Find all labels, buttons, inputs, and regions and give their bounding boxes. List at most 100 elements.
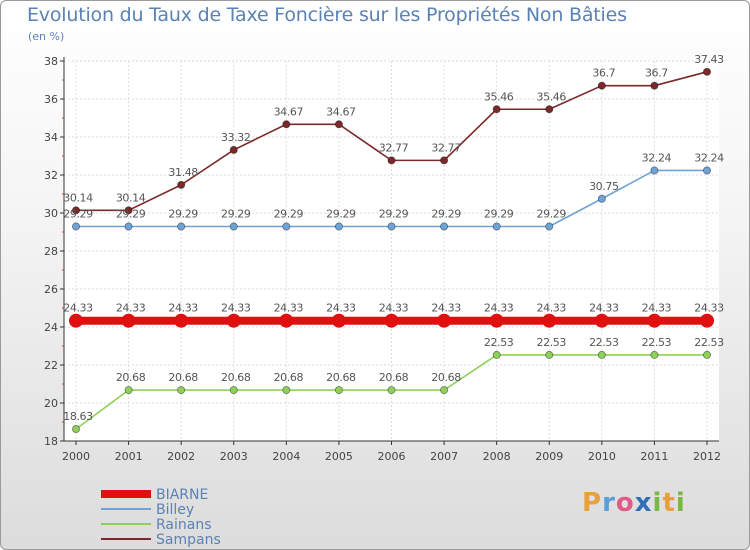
data-point (597, 194, 606, 203)
data-label: 24.33 (537, 302, 567, 315)
data-label: 24.33 (221, 302, 251, 315)
data-point (597, 350, 606, 359)
y-tick-label: 32 (44, 169, 58, 182)
y-tick-label: 22 (44, 359, 58, 372)
x-tick-label: 2000 (62, 450, 90, 463)
data-label: 29.29 (326, 207, 356, 220)
x-tick-label: 2001 (115, 450, 143, 463)
data-label: 22.53 (589, 336, 619, 349)
data-label: 29.29 (116, 207, 146, 220)
data-point (282, 120, 291, 129)
proxiti-logo: Proxiti (582, 488, 686, 518)
data-label: 24.33 (326, 302, 356, 315)
x-tick-label: 2004 (272, 450, 300, 463)
data-point (440, 222, 449, 231)
data-point (229, 222, 238, 231)
data-label: 32.24 (642, 151, 672, 164)
data-label: 24.33 (694, 302, 724, 315)
data-point (387, 386, 396, 395)
data-point (492, 105, 501, 114)
data-point (545, 350, 554, 359)
data-point (69, 313, 83, 328)
data-label: 34.67 (274, 105, 304, 118)
data-point (440, 386, 449, 395)
legend-label: Billey (156, 502, 194, 518)
data-label: 22.53 (642, 336, 672, 349)
x-tick-label: 2008 (483, 450, 511, 463)
data-point (334, 120, 343, 129)
data-point (334, 222, 343, 231)
data-point (177, 222, 186, 231)
data-point (440, 156, 449, 165)
y-tick-label: 18 (44, 435, 58, 448)
x-tick-label: 2011 (640, 450, 668, 463)
data-point (121, 313, 136, 328)
y-tick-label: 34 (44, 131, 58, 144)
logo-letter: i (652, 488, 663, 518)
y-tick-label: 30 (44, 207, 58, 220)
data-point (124, 222, 133, 231)
data-label: 20.68 (116, 371, 146, 384)
data-point (545, 105, 554, 114)
data-point (650, 350, 659, 359)
data-label: 29.29 (537, 207, 567, 220)
data-point (334, 386, 343, 395)
data-label: 30.75 (589, 180, 619, 193)
y-tick-label: 36 (44, 93, 58, 106)
data-label: 22.53 (484, 336, 514, 349)
x-tick-label: 2005 (325, 450, 353, 463)
data-point (177, 386, 186, 395)
x-tick-label: 2006 (378, 450, 406, 463)
data-label: 34.67 (326, 105, 356, 118)
data-point (124, 206, 133, 215)
data-point (545, 222, 554, 231)
data-label: 33.32 (221, 131, 251, 144)
data-point (492, 350, 501, 359)
data-label: 24.33 (116, 302, 146, 315)
data-point (72, 222, 81, 231)
y-tick-label: 28 (44, 245, 58, 258)
data-label: 30.14 (116, 191, 146, 204)
logo-letter: x (634, 488, 653, 518)
x-tick-label: 2007 (430, 450, 458, 463)
x-tick-label: 2010 (588, 450, 616, 463)
chart-title: Evolution du Taux de Taxe Foncière sur l… (27, 4, 627, 26)
data-label: 29.29 (168, 207, 198, 220)
y-tick-label: 24 (44, 321, 58, 334)
y-axis-unit: (en %) (28, 30, 65, 43)
data-point (489, 313, 504, 328)
y-tick-label: 26 (44, 283, 58, 296)
data-point (282, 386, 291, 395)
data-label: 24.33 (589, 302, 619, 315)
data-label: 20.68 (431, 371, 461, 384)
data-point (177, 180, 186, 189)
data-point (700, 313, 714, 328)
legend-label: Sampans (156, 532, 221, 548)
data-point (387, 222, 396, 231)
data-point (229, 386, 238, 395)
data-label: 24.33 (168, 302, 198, 315)
data-point (647, 313, 662, 328)
data-label: 35.46 (537, 90, 567, 103)
data-label: 32.24 (694, 151, 724, 164)
data-point (331, 313, 346, 328)
data-point (174, 313, 189, 328)
data-point (594, 313, 609, 328)
data-point (226, 313, 241, 328)
data-label: 24.33 (63, 302, 93, 315)
data-label: 20.68 (221, 371, 251, 384)
data-label: 32.77 (431, 141, 461, 154)
data-label: 20.68 (168, 371, 198, 384)
data-label: 29.29 (431, 207, 461, 220)
data-point (437, 313, 452, 328)
data-label: 37.43 (694, 53, 724, 66)
logo-letter: r (602, 488, 616, 518)
data-label: 22.53 (694, 336, 724, 349)
logo-letter: o (615, 488, 635, 518)
data-point (387, 156, 396, 165)
data-label: 32.77 (379, 141, 409, 154)
data-point (597, 81, 606, 90)
logo-letter: t (662, 488, 676, 518)
